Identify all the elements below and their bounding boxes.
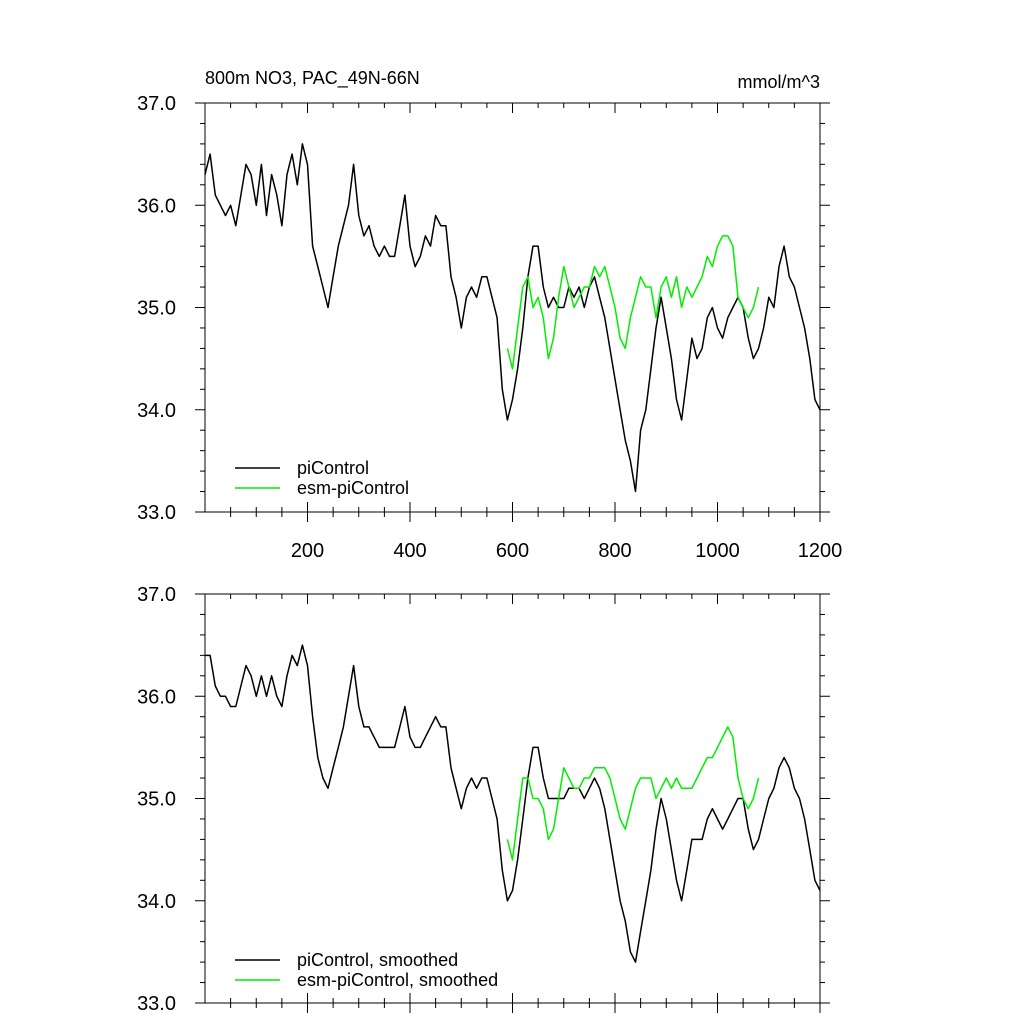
- series-line-picontrol: [204, 143, 821, 493]
- y-tick-label: 35.0: [137, 298, 176, 320]
- panel-bottom: 33.0 34.0 35.0 36.0 37.0 piControl, smoothede…: [137, 584, 830, 1015]
- units-label: mmol/m^3: [738, 72, 820, 92]
- x-tick-label: 400: [393, 540, 426, 562]
- y-tick-label: 33.0: [137, 993, 176, 1015]
- chart-title: 800m NO3, PAC_49N-66N: [205, 68, 420, 89]
- y-tick-label: 34.0: [137, 891, 176, 913]
- x-tick-label: 800: [598, 540, 631, 562]
- y-tick-label: 35.0: [137, 789, 176, 811]
- legend-label: piControl: [297, 458, 369, 478]
- legend-label: piControl, smoothed: [297, 950, 458, 970]
- x-tick-label: 1000: [695, 540, 740, 562]
- panel-top: 33.0 34.0 35.0 36.0 37.0 200 400 600 800 1000 1200…: [137, 93, 842, 562]
- x-tick-label: 600: [496, 540, 529, 562]
- series-line-esm-picontrol: [506, 235, 760, 370]
- y-tick-label: 33.0: [137, 502, 176, 524]
- y-tick-label: 34.0: [137, 400, 176, 422]
- y-tick-label: 37.0: [137, 584, 176, 606]
- plot-frame: [204, 593, 821, 1004]
- y-tick-label: 36.0: [137, 195, 176, 217]
- series-line-esm-picontrol: [506, 726, 760, 861]
- legend-label: esm-piControl, smoothed: [297, 970, 498, 990]
- plot-frame: [204, 102, 821, 513]
- series-line-picontrol: [205, 644, 821, 963]
- legend-label: esm-piControl: [297, 478, 409, 498]
- x-tick-label: 200: [291, 540, 324, 562]
- y-tick-label: 36.0: [137, 686, 176, 708]
- y-tick-label: 37.0: [137, 93, 176, 115]
- x-tick-label: 1200: [798, 540, 843, 562]
